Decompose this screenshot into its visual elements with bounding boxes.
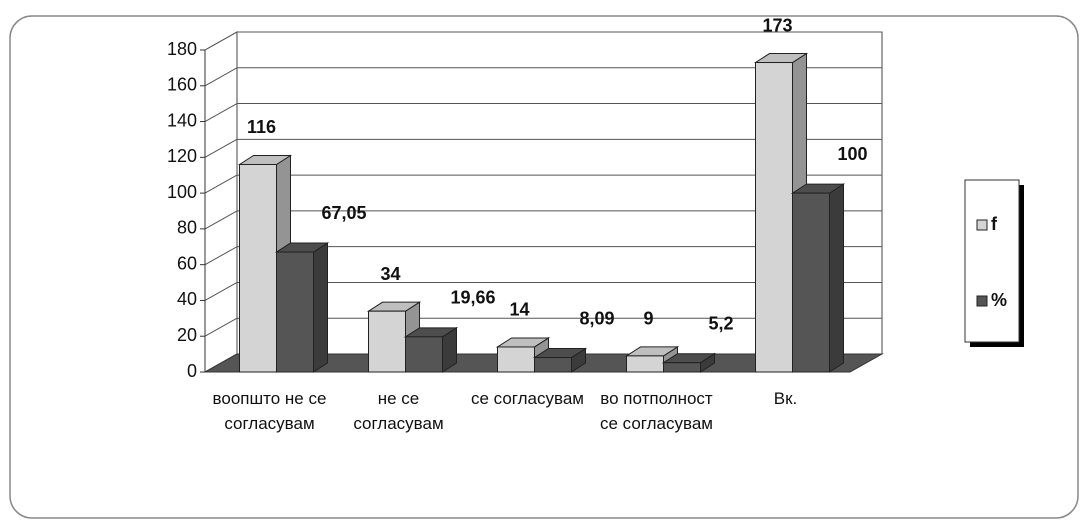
legend-swatch [976, 219, 988, 231]
x-tick-label: воопшто не се согласувам [212, 389, 327, 433]
bar-front [368, 310, 406, 373]
data-label: 173 [762, 15, 792, 35]
x-tick-label: се согласувам [470, 389, 584, 408]
grid-line [204, 174, 238, 194]
bar-front [405, 336, 443, 373]
y-tick-label: 60 [177, 253, 197, 273]
bar-front [755, 62, 793, 373]
data-label: 67,05 [322, 203, 367, 223]
bar-front [792, 192, 830, 373]
grid-line [204, 282, 238, 301]
x-tick-label: не се согласувам [353, 389, 444, 433]
x-tick-label: во потполност се согласувам [599, 389, 713, 433]
legend-swatch [976, 295, 988, 307]
data-label: 8,09 [580, 308, 615, 328]
grid-line [204, 67, 238, 87]
y-tick-label: 120 [167, 146, 197, 166]
data-label: 9 [643, 309, 653, 329]
data-label: 5,2 [709, 313, 734, 333]
legend-label: % [991, 290, 1007, 310]
bar [790, 183, 846, 373]
grid-line [204, 210, 238, 230]
bar [495, 337, 551, 373]
y-tick-label: 80 [177, 218, 197, 238]
legend-label: f [991, 214, 998, 234]
grid-line [204, 317, 238, 337]
bar-side [829, 183, 844, 373]
data-label: 100 [838, 144, 868, 164]
data-label: 19,66 [451, 288, 496, 308]
data-label: 14 [509, 300, 529, 320]
grid-line [204, 103, 238, 122]
data-label: 116 [247, 117, 276, 137]
bar-side [313, 242, 328, 373]
grid-line [204, 246, 238, 266]
bar-front [534, 357, 572, 373]
y-tick-label: 140 [167, 110, 197, 130]
x-tick-label: Вк. [773, 389, 798, 408]
data-label: 34 [380, 264, 400, 284]
bar-front [663, 362, 701, 373]
grid-line [204, 31, 238, 51]
legend-box [964, 179, 1020, 343]
bar [532, 347, 588, 373]
bar [403, 326, 459, 373]
bar-front [276, 251, 314, 373]
y-tick-label: 100 [167, 182, 197, 202]
bar-front [626, 355, 664, 373]
y-tick-label: 180 [167, 39, 197, 59]
y-tick-label: 160 [167, 75, 197, 95]
grid-line [204, 138, 238, 158]
y-tick-label: 40 [177, 289, 197, 309]
bar [274, 242, 330, 373]
bar [661, 352, 717, 373]
y-tick-label: 0 [187, 361, 197, 381]
bar-front [497, 346, 535, 373]
y-tick-label: 20 [177, 325, 197, 345]
bar-front [239, 163, 277, 373]
